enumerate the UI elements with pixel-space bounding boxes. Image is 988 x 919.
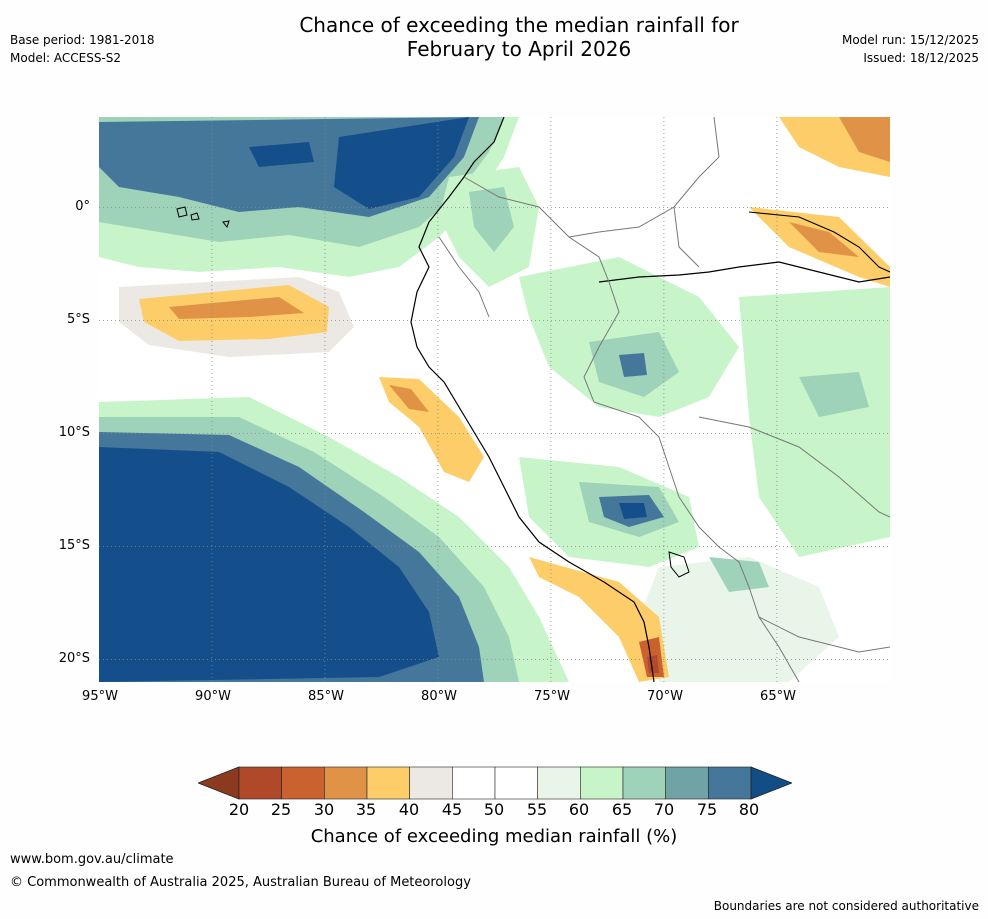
lat-label-10s: 10°S	[58, 425, 90, 440]
amazon-slate	[619, 353, 647, 377]
lat-label-20s: 20°S	[58, 651, 90, 666]
lon-label-90w: 90°W	[195, 689, 231, 704]
chile-dry-yellow	[529, 557, 669, 682]
colorbar-cell-25-30	[281, 766, 325, 800]
lon-label-80w: 80°W	[421, 689, 457, 704]
colorbar-right-arrow	[750, 766, 792, 800]
colorbar-cell-60-65	[580, 766, 624, 800]
lon-label-75w: 75°W	[534, 689, 570, 704]
lon-label-65w: 65°W	[760, 689, 796, 704]
east-teal-patch	[799, 372, 869, 417]
coastline	[410, 117, 655, 682]
colorbar-cell-55-60	[537, 766, 581, 800]
lon-label-70w: 70°W	[647, 689, 683, 704]
title-line-1: Chance of exceeding the median rainfall …	[299, 13, 739, 37]
footer-url[interactable]: www.bom.gov.au/climate	[10, 852, 174, 867]
colorbar-tick-60: 60	[568, 800, 590, 819]
colorbar-tick-45: 45	[441, 800, 463, 819]
lat-label-15s: 15°S	[58, 538, 90, 553]
bolivia-pale	[639, 557, 839, 682]
colorbar-left-arrow	[198, 766, 240, 800]
amazon-river	[598, 261, 890, 283]
colorbar-cell-30-35	[324, 766, 368, 800]
colorbar-label: Chance of exceeding median rainfall (%)	[310, 826, 678, 847]
lon-label-95w: 95°W	[82, 689, 118, 704]
colorbar-tick-65: 65	[611, 800, 633, 819]
colorbar-tick-25: 25	[270, 800, 292, 819]
ecuador-teal	[469, 187, 514, 252]
colorbar-tick-75: 75	[696, 800, 718, 819]
title-line-2: February to April 2026	[406, 37, 632, 61]
colorbar-tick-20: 20	[228, 800, 250, 819]
bolivia-teal	[709, 557, 769, 592]
ne-orange-core	[789, 222, 859, 257]
model-text: Model: ACCESS-S2	[10, 51, 122, 65]
dry-patch-5s-orange	[169, 297, 304, 319]
colorbar-cell-45-50	[452, 766, 496, 800]
footer-copyright: © Commonwealth of Australia 2025, Austra…	[10, 875, 471, 890]
colorbar	[198, 766, 792, 800]
footer-boundary-note: Boundaries are not considered authoritat…	[713, 899, 979, 913]
header-left-meta: Base period: 1981-2018 Model: ACCESS-S2	[10, 31, 155, 67]
chile-dry-dark	[647, 655, 659, 673]
colorbar-cells	[238, 766, 752, 800]
colorbar-cell-65-70	[622, 766, 666, 800]
colorbar-tick-55: 55	[526, 800, 548, 819]
upper-amazon-river	[748, 211, 890, 273]
colorbar-cell-35-40	[366, 766, 410, 800]
issued-text: Issued: 18/12/2025	[863, 51, 979, 65]
colorbar-cell-20-25	[238, 766, 282, 800]
colorbar-tick-30: 30	[313, 800, 335, 819]
colorbar-tick-80: 80	[738, 800, 760, 819]
colorbar-cell-40-45	[409, 766, 453, 800]
colorbar-tick-70: 70	[653, 800, 675, 819]
lat-label-0: 0°	[75, 199, 90, 214]
header-right-meta: Model run: 15/12/2025 Issued: 18/12/2025	[842, 31, 979, 67]
lat-label-5s: 5°S	[66, 312, 90, 327]
rainfall-map	[99, 117, 890, 682]
map-svg	[99, 117, 890, 682]
galapagos-islands	[176, 206, 230, 229]
north-ocean-small-blue	[249, 142, 314, 167]
colorbar-cell-70-75	[665, 766, 709, 800]
country-borders	[438, 117, 890, 682]
ne-top-orange	[839, 117, 890, 162]
north-ocean-deep-blue	[334, 117, 469, 209]
peru-interior-deep-blue	[619, 503, 647, 519]
base-period-text: Base period: 1981-2018	[10, 33, 155, 47]
south-ocean-deep-blue	[99, 447, 439, 682]
lake-titicaca	[668, 551, 690, 578]
map-title: Chance of exceeding the median rainfall …	[194, 13, 844, 61]
peru-coastal-orange	[389, 385, 429, 412]
colorbar-cell-50-55	[494, 766, 538, 800]
model-run-text: Model run: 15/12/2025	[841, 33, 979, 47]
colorbar-tick-40: 40	[398, 800, 420, 819]
lon-label-85w: 85°W	[308, 689, 344, 704]
colorbar-cell-75-80	[708, 766, 752, 800]
colorbar-tick-35: 35	[355, 800, 377, 819]
colorbar-tick-50: 50	[483, 800, 505, 819]
